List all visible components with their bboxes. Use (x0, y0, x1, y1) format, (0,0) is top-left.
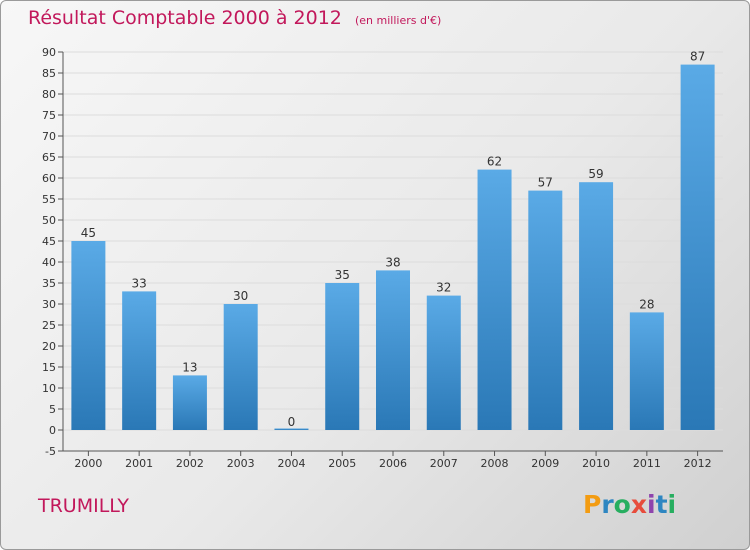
y-tick-label: 35 (42, 277, 56, 290)
x-tick-label: 2009 (531, 457, 559, 470)
bar (528, 190, 563, 430)
commune-name: TRUMILLY (38, 495, 129, 517)
x-tick-label: 2008 (481, 457, 509, 470)
logo-letter: P (583, 490, 602, 519)
title-main: Résultat Comptable 2000 à 2012 (28, 7, 342, 29)
y-tick-label: 10 (42, 382, 56, 395)
y-tick-label: 0 (49, 424, 56, 437)
bar (325, 283, 360, 430)
bar-value-label: 45 (81, 226, 96, 240)
bar-value-label: 28 (639, 297, 654, 311)
logo-letter: t (655, 490, 668, 519)
y-tick-label: 25 (42, 319, 56, 332)
bar-value-label: 30 (233, 289, 248, 303)
logo-letter: i (647, 490, 656, 519)
x-tick-label: 2012 (684, 457, 712, 470)
bar (274, 428, 309, 430)
bar-value-label: 59 (588, 167, 603, 181)
bar-value-label: 62 (487, 155, 502, 169)
x-tick-label: 2006 (379, 457, 407, 470)
y-tick-label: 5 (49, 403, 56, 416)
bar (223, 304, 258, 430)
bar-value-label: 0 (288, 415, 296, 429)
bar (579, 182, 614, 430)
logo-letter: x (630, 490, 647, 519)
y-tick-label: 55 (42, 193, 56, 206)
y-tick-label: 60 (42, 172, 56, 185)
y-tick-label: 90 (42, 46, 56, 59)
bar (629, 312, 664, 430)
bar-value-label: 57 (538, 176, 553, 190)
bar (426, 295, 461, 430)
bar-value-label: 33 (132, 276, 147, 290)
bar (172, 375, 207, 430)
logo-letter: r (601, 490, 614, 519)
x-tick-label: 2005 (328, 457, 356, 470)
bar-value-label: 13 (182, 360, 197, 374)
bar (71, 241, 106, 430)
proxiti-logo: Proxiti (583, 490, 676, 519)
bar-value-label: 38 (385, 255, 400, 269)
y-tick-label: 20 (42, 340, 56, 353)
y-tick-label: 65 (42, 151, 56, 164)
y-tick-label: 50 (42, 214, 56, 227)
bar-value-label: 32 (436, 281, 451, 295)
bar-value-label: 35 (335, 268, 350, 282)
x-tick-label: 2011 (633, 457, 661, 470)
bar-value-label: 87 (690, 50, 705, 64)
chart-title: Résultat Comptable 2000 à 2012 (en milli… (28, 7, 441, 29)
bar (680, 64, 715, 430)
y-tick-label: 80 (42, 88, 56, 101)
x-tick-label: 2000 (74, 457, 102, 470)
logo-letter: i (667, 490, 677, 519)
y-tick-label: 45 (42, 235, 56, 248)
bar (376, 270, 410, 430)
y-tick-label: -5 (45, 445, 56, 458)
y-tick-label: 30 (42, 298, 56, 311)
y-tick-label: 75 (42, 109, 56, 122)
logo-letter: o (613, 490, 631, 519)
bar (477, 169, 512, 430)
bar (122, 291, 157, 430)
y-tick-label: 15 (42, 361, 56, 374)
y-tick-label: 85 (42, 67, 56, 80)
y-tick-label: 70 (42, 130, 56, 143)
x-tick-label: 2010 (582, 457, 610, 470)
x-tick-label: 2007 (430, 457, 458, 470)
x-tick-label: 2002 (176, 457, 204, 470)
x-tick-label: 2004 (277, 457, 305, 470)
title-unit: (en milliers d'€) (354, 14, 442, 27)
x-tick-label: 2001 (125, 457, 153, 470)
y-tick-label: 40 (42, 256, 56, 269)
x-tick-label: 2003 (227, 457, 255, 470)
